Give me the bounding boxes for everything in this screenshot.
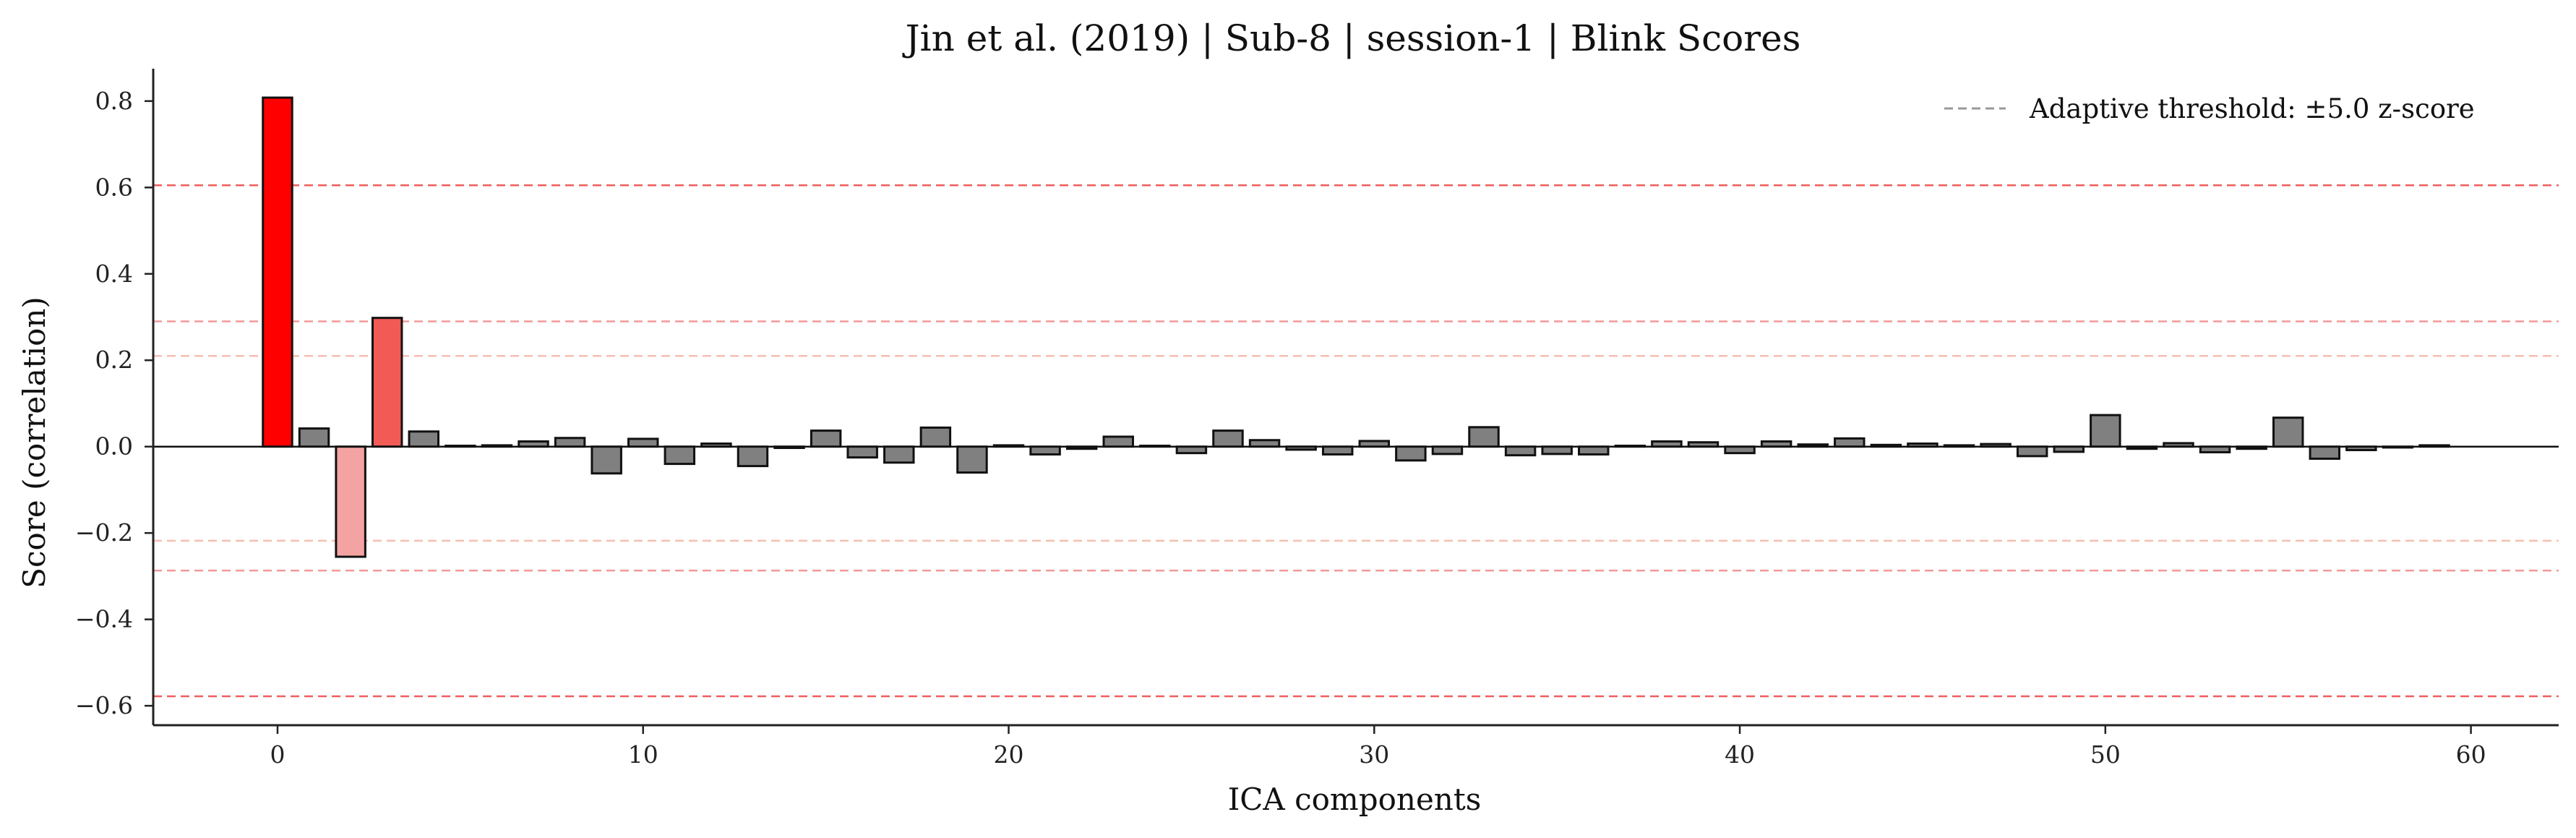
- bar-component-18: [919, 426, 952, 448]
- bar-component-29: [1321, 445, 1354, 456]
- x-tick-label: 10: [628, 740, 658, 769]
- chart-title: Jin et al. (2019) | Sub-8 | session-1 | …: [902, 17, 1801, 59]
- bar-component-34: [1504, 445, 1537, 457]
- bar-component-8: [554, 437, 586, 448]
- bar-component-21: [1029, 445, 1061, 456]
- y-axis-label: Score (correlation): [17, 296, 52, 589]
- y-tick-label: 0.6: [95, 173, 133, 201]
- bar-component-48: [2016, 445, 2048, 458]
- y-tick-label: −0.6: [75, 691, 133, 719]
- y-tick-label: −0.2: [75, 518, 133, 547]
- bar-component-32: [1431, 445, 1464, 456]
- bar-component-35: [1541, 445, 1573, 456]
- bar-component-15: [810, 429, 842, 448]
- bar-component-13: [737, 445, 769, 468]
- bar-component-23: [1102, 435, 1134, 448]
- bar-component-33: [1468, 426, 1500, 448]
- bar-component-43: [1834, 437, 1866, 448]
- bar-component-2: [335, 445, 366, 558]
- bar-component-17: [883, 445, 915, 464]
- bar-component-10: [627, 437, 659, 448]
- bar-component-27: [1248, 439, 1281, 448]
- legend-threshold-label: Adaptive threshold: ±5.0 z-score: [2029, 93, 2475, 124]
- bar-component-1: [298, 427, 330, 448]
- x-tick-label: 50: [2090, 740, 2121, 769]
- x-axis-label: ICA components: [1228, 782, 1482, 817]
- bar-component-56: [2309, 445, 2341, 460]
- plot-area: −0.6 −0.4 −0.2 0.0 0.2 0.4 0.6 0.8 0 10 20 30 40 50 60: [75, 69, 2559, 769]
- bar-component-31: [1395, 445, 1427, 462]
- x-tick-label: 0: [270, 740, 285, 769]
- bar-component-26: [1212, 429, 1244, 448]
- bar-component-16: [846, 445, 878, 459]
- x-tick-label: 60: [2456, 740, 2486, 769]
- x-tick-label: 30: [1359, 740, 1389, 769]
- legend: Adaptive threshold: ±5.0 z-score: [1944, 93, 2475, 124]
- bar-component-9: [591, 445, 622, 475]
- bar-component-40: [1724, 445, 1756, 455]
- y-tick-label: 0.4: [95, 260, 133, 288]
- y-tick-label: 0.2: [95, 346, 133, 374]
- bar-component-25: [1175, 445, 1208, 455]
- y-tick-label: −0.4: [75, 605, 133, 633]
- y-tick-label: 0.0: [95, 432, 133, 461]
- bar-component-19: [956, 445, 988, 474]
- bar-component-11: [664, 445, 696, 466]
- y-tick-label: 0.8: [95, 87, 133, 115]
- x-tick-label: 40: [1725, 740, 1755, 769]
- bar-component-55: [2272, 416, 2304, 448]
- bar-component-36: [1578, 445, 1610, 456]
- bar-component-3: [371, 317, 403, 448]
- x-tick-label: 20: [994, 740, 1024, 769]
- bar-component-4: [408, 430, 440, 448]
- bar-component-0: [262, 96, 293, 448]
- bar-component-50: [2090, 414, 2121, 448]
